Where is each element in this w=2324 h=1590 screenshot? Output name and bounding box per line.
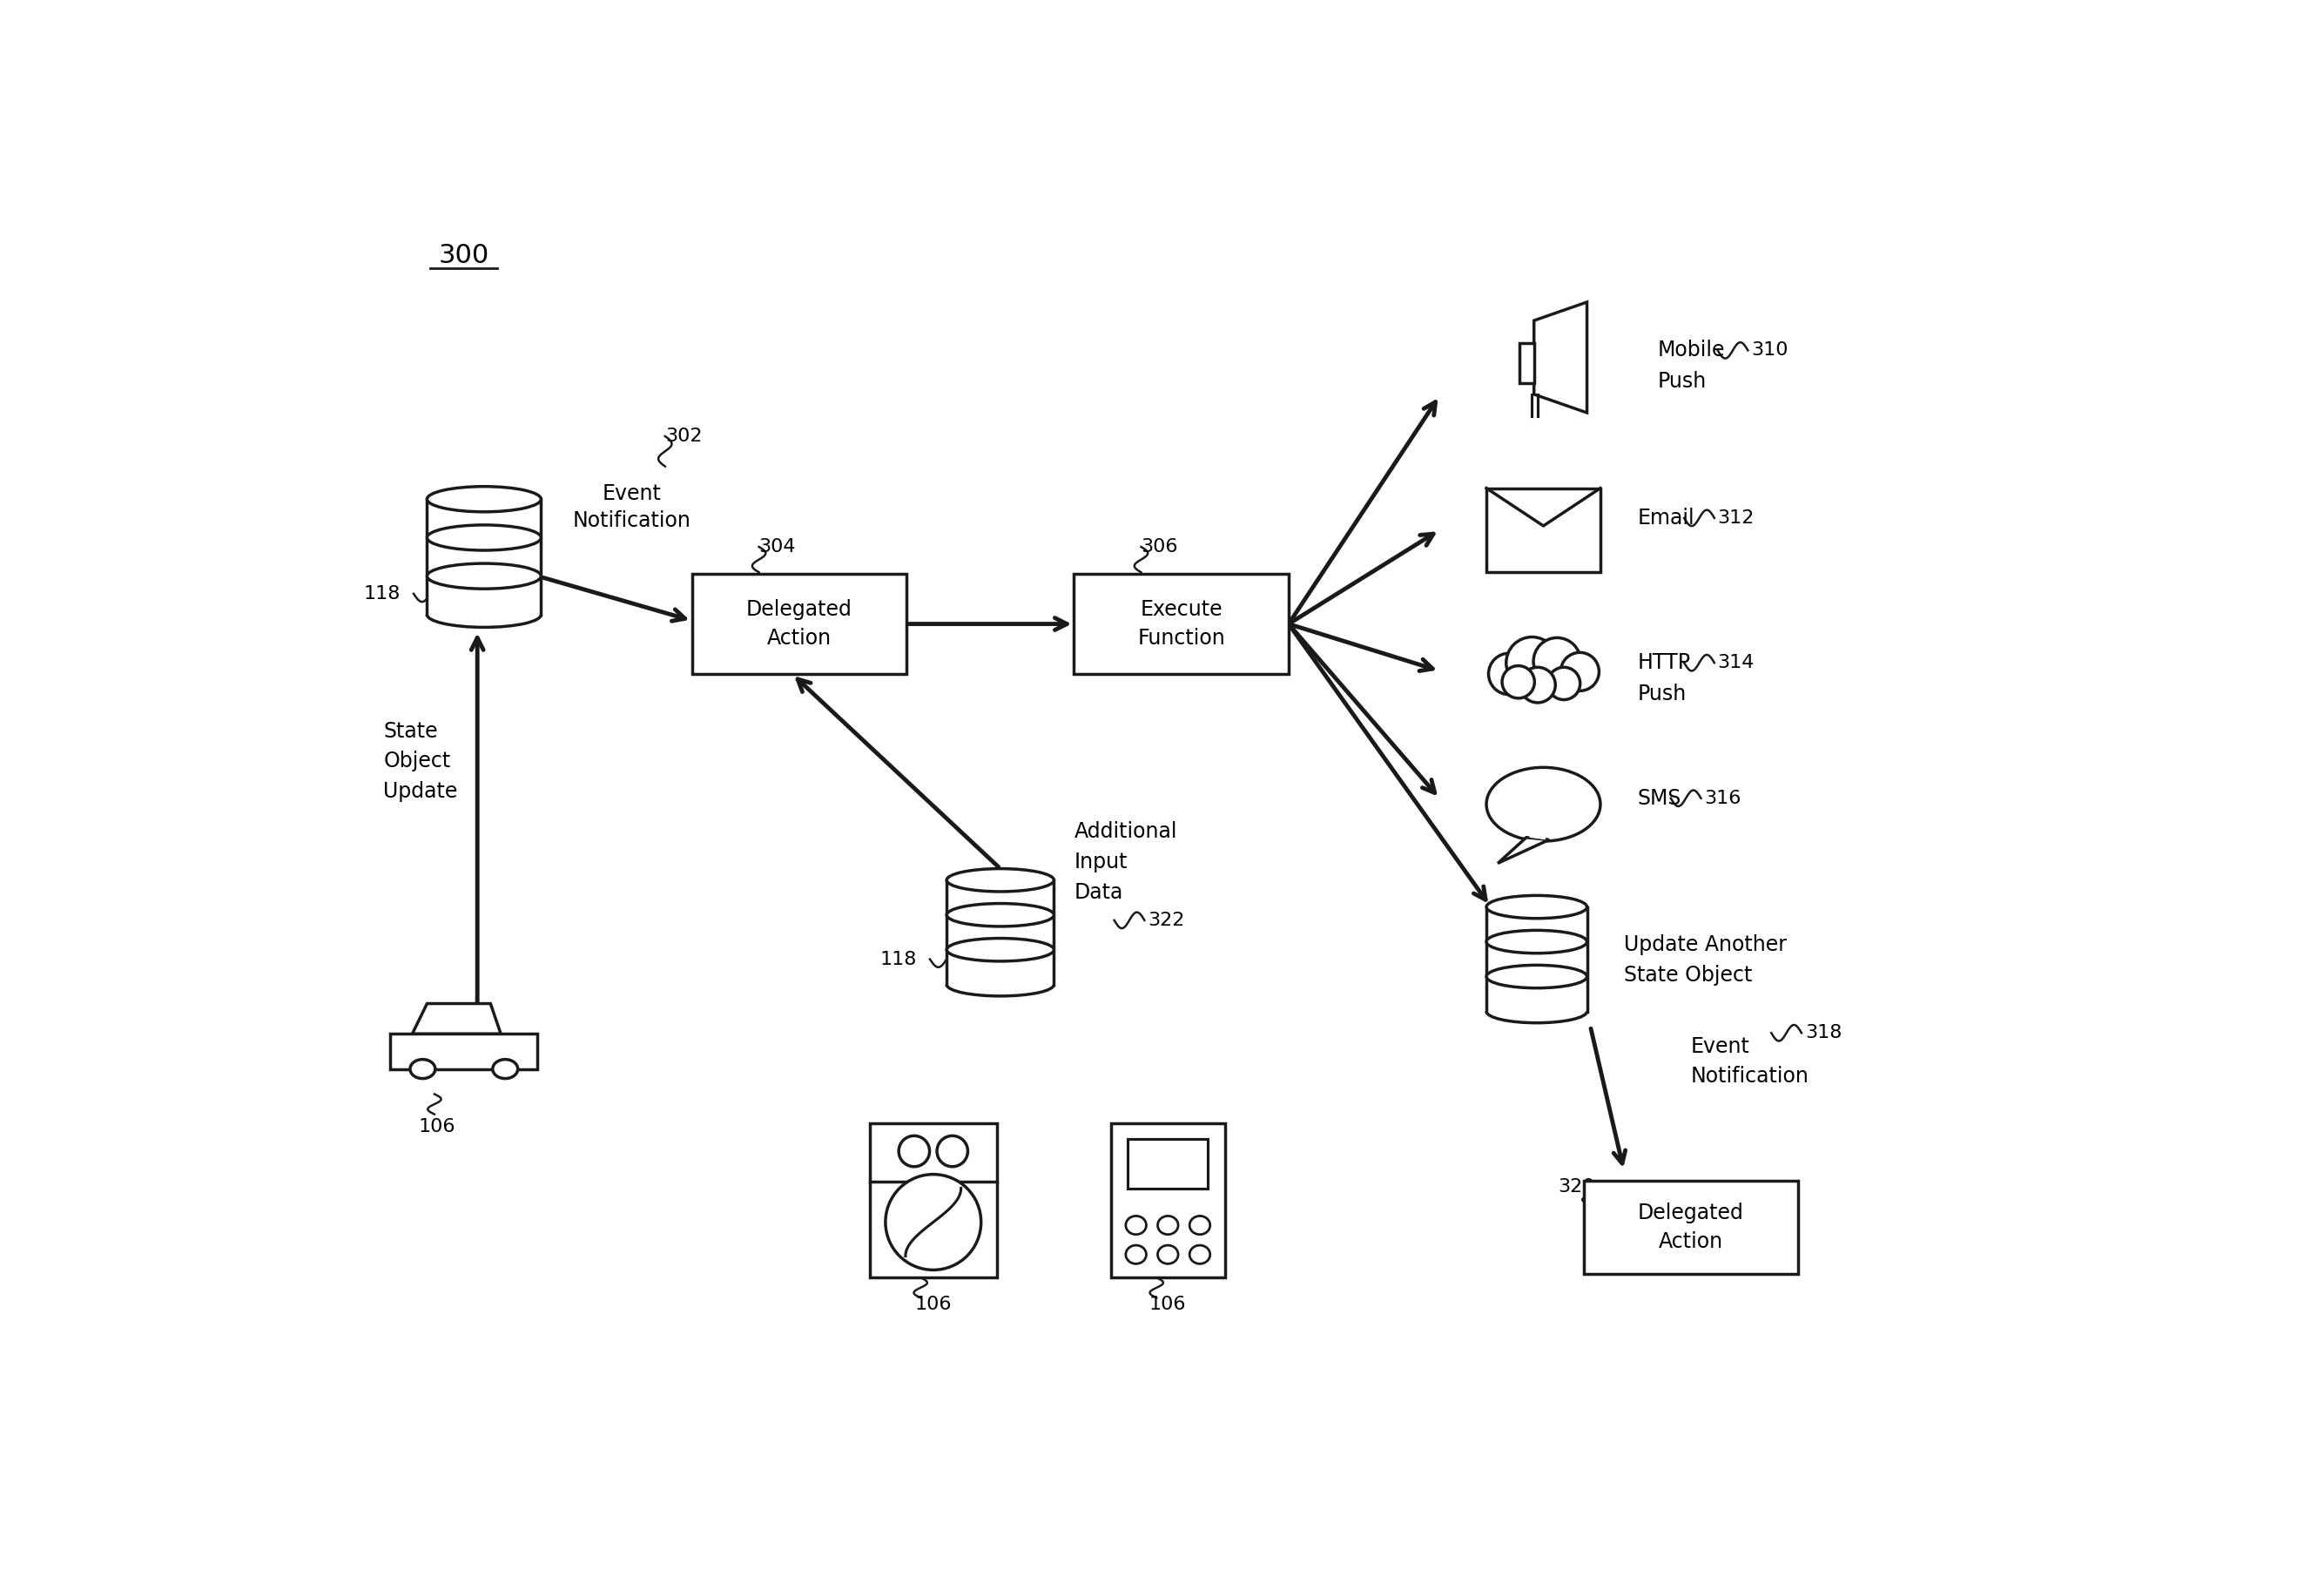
Polygon shape bbox=[946, 881, 1055, 984]
Circle shape bbox=[1501, 666, 1534, 698]
Circle shape bbox=[1545, 666, 1580, 701]
Circle shape bbox=[1559, 652, 1601, 692]
Polygon shape bbox=[1487, 906, 1587, 1011]
Circle shape bbox=[1534, 638, 1580, 685]
Text: 118: 118 bbox=[363, 585, 400, 603]
Text: 310: 310 bbox=[1752, 342, 1787, 359]
FancyBboxPatch shape bbox=[1074, 574, 1287, 674]
Text: State Object: State Object bbox=[1624, 965, 1752, 986]
Text: 320: 320 bbox=[1559, 1178, 1594, 1196]
FancyBboxPatch shape bbox=[693, 574, 906, 674]
Text: Push: Push bbox=[1636, 684, 1687, 704]
Text: Delegated
Action: Delegated Action bbox=[1638, 1202, 1743, 1253]
Polygon shape bbox=[1487, 488, 1601, 572]
Circle shape bbox=[1562, 652, 1599, 690]
Text: 118: 118 bbox=[878, 951, 916, 968]
Text: Email: Email bbox=[1636, 507, 1694, 528]
Ellipse shape bbox=[1125, 1216, 1146, 1234]
FancyBboxPatch shape bbox=[1127, 1138, 1208, 1188]
Circle shape bbox=[1490, 653, 1529, 695]
Text: 306: 306 bbox=[1141, 537, 1178, 555]
Text: Event
Notification: Event Notification bbox=[572, 483, 690, 531]
Text: Input: Input bbox=[1074, 852, 1127, 873]
Text: 314: 314 bbox=[1717, 653, 1755, 671]
Ellipse shape bbox=[1487, 930, 1587, 954]
Text: 322: 322 bbox=[1148, 911, 1185, 929]
Circle shape bbox=[885, 1175, 981, 1270]
Polygon shape bbox=[1534, 302, 1587, 413]
Ellipse shape bbox=[1157, 1245, 1178, 1264]
Text: Additional: Additional bbox=[1074, 822, 1178, 843]
Text: 300: 300 bbox=[439, 243, 490, 267]
Text: Object: Object bbox=[383, 750, 451, 771]
Polygon shape bbox=[411, 1003, 500, 1034]
Text: 106: 106 bbox=[1150, 1296, 1188, 1313]
Ellipse shape bbox=[493, 1059, 518, 1078]
Ellipse shape bbox=[1190, 1216, 1211, 1234]
Text: 304: 304 bbox=[760, 537, 795, 555]
Ellipse shape bbox=[1487, 768, 1601, 841]
Circle shape bbox=[1548, 668, 1580, 700]
FancyBboxPatch shape bbox=[869, 1124, 997, 1278]
Polygon shape bbox=[1520, 343, 1534, 383]
FancyBboxPatch shape bbox=[1583, 1180, 1799, 1274]
Circle shape bbox=[1532, 636, 1583, 687]
Text: Notification: Notification bbox=[1692, 1065, 1808, 1088]
Ellipse shape bbox=[1125, 1245, 1146, 1264]
Text: Delegated
Action: Delegated Action bbox=[746, 599, 853, 649]
Ellipse shape bbox=[946, 938, 1055, 962]
Ellipse shape bbox=[409, 1059, 435, 1078]
Text: State: State bbox=[383, 720, 437, 741]
Ellipse shape bbox=[1487, 895, 1587, 919]
Text: Data: Data bbox=[1074, 882, 1122, 903]
Text: Mobile: Mobile bbox=[1657, 340, 1724, 361]
Ellipse shape bbox=[428, 563, 541, 588]
Circle shape bbox=[1506, 638, 1557, 688]
Text: HTTP: HTTP bbox=[1636, 652, 1690, 673]
Circle shape bbox=[899, 1135, 930, 1167]
Text: Event: Event bbox=[1692, 1037, 1750, 1057]
Text: Execute
Function: Execute Function bbox=[1136, 599, 1225, 649]
Circle shape bbox=[937, 1135, 967, 1167]
Circle shape bbox=[1501, 665, 1536, 700]
Ellipse shape bbox=[1190, 1245, 1211, 1264]
Text: SMS: SMS bbox=[1636, 787, 1680, 809]
Circle shape bbox=[1487, 652, 1532, 696]
Ellipse shape bbox=[946, 868, 1055, 892]
Ellipse shape bbox=[1157, 1216, 1178, 1234]
Text: 318: 318 bbox=[1806, 1024, 1841, 1041]
Circle shape bbox=[1520, 668, 1555, 703]
Ellipse shape bbox=[1487, 965, 1587, 987]
Text: 106: 106 bbox=[916, 1296, 953, 1313]
Ellipse shape bbox=[428, 525, 541, 550]
FancyBboxPatch shape bbox=[1111, 1124, 1225, 1278]
Text: 106: 106 bbox=[418, 1118, 456, 1135]
Circle shape bbox=[1506, 636, 1559, 690]
Polygon shape bbox=[390, 1034, 537, 1068]
Text: 302: 302 bbox=[665, 428, 702, 445]
Text: Push: Push bbox=[1657, 370, 1706, 391]
Polygon shape bbox=[1497, 838, 1550, 863]
Text: Update Another: Update Another bbox=[1624, 933, 1787, 956]
Text: 316: 316 bbox=[1703, 790, 1741, 808]
Polygon shape bbox=[428, 499, 541, 615]
Circle shape bbox=[1518, 666, 1557, 704]
Text: Update: Update bbox=[383, 781, 458, 801]
Ellipse shape bbox=[428, 487, 541, 512]
Text: 312: 312 bbox=[1717, 509, 1755, 526]
Ellipse shape bbox=[946, 903, 1055, 927]
